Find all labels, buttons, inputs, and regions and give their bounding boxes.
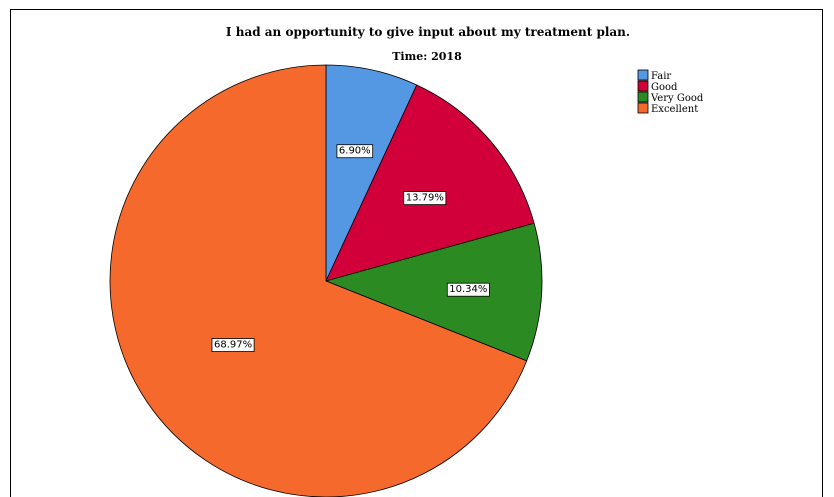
- slice-label-fair: 6.90%: [336, 144, 374, 159]
- slice-label-box: [403, 191, 447, 206]
- legend-label-fair: Fair: [651, 71, 671, 82]
- legend-swatch-excellent: [637, 102, 649, 114]
- legend-swatch-good: [637, 80, 649, 92]
- pie-slice-excellent: [109, 64, 528, 497]
- slice-label-good: 13.79%: [403, 191, 447, 206]
- slice-label-text: 68.97%: [214, 340, 252, 351]
- pie-slices: [109, 64, 543, 497]
- legend-swatch-fair: [637, 69, 649, 81]
- legend-label-good: Good: [651, 82, 678, 93]
- slice-label-box: [336, 144, 374, 159]
- slice-label-text: 6.90%: [339, 146, 371, 157]
- slice-label-excellent: 68.97%: [211, 338, 255, 352]
- legend-label-very-good: Very Good: [650, 93, 704, 104]
- slice-label-box: [211, 338, 255, 352]
- slice-label-text: 10.34%: [449, 284, 487, 295]
- slice-label-text: 13.79%: [406, 193, 444, 204]
- chart-title: I had an opportunity to give input about…: [226, 25, 630, 39]
- pie-slice-very-good: [324, 222, 543, 362]
- slice-label-very-good: 10.34%: [446, 282, 490, 297]
- chart-frame: I had an opportunity to give input about…: [10, 9, 823, 497]
- slice-labels: 6.90% 13.79% 10.34% 68.97%: [211, 144, 490, 352]
- pie-chart: I had an opportunity to give input about…: [109, 25, 704, 497]
- legend-swatch-very-good: [637, 91, 649, 103]
- chart-subtitle: Time: 2018: [392, 50, 462, 63]
- pie-slice-good: [325, 84, 535, 282]
- legend-label-excellent: Excellent: [651, 104, 698, 115]
- slice-label-box: [446, 282, 490, 297]
